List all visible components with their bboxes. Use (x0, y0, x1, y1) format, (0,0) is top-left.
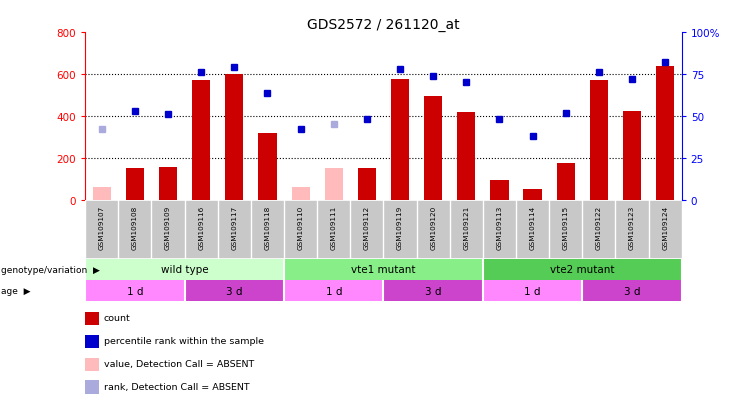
Text: GSM109122: GSM109122 (596, 205, 602, 249)
Bar (582, 280, 682, 301)
Bar (384, 280, 483, 301)
Text: GSM109113: GSM109113 (496, 205, 502, 249)
Bar (126, 169, 144, 200)
Text: vte1 mutant: vte1 mutant (351, 265, 416, 275)
Text: vte2 mutant: vte2 mutant (550, 265, 614, 275)
Bar (556, 164, 575, 200)
Text: GSM109116: GSM109116 (198, 205, 205, 249)
Text: GSM109107: GSM109107 (99, 205, 104, 249)
Text: value, Detection Call = ABSENT: value, Detection Call = ABSENT (104, 359, 254, 368)
Text: GSM109120: GSM109120 (431, 205, 436, 249)
Bar (623, 112, 641, 200)
Text: 3 d: 3 d (425, 286, 442, 296)
Text: GSM109108: GSM109108 (132, 205, 138, 249)
Text: 1 d: 1 d (325, 286, 342, 296)
Bar (291, 188, 310, 200)
Bar (85, 280, 185, 301)
Bar (192, 81, 210, 200)
Text: wild type: wild type (161, 265, 208, 275)
Text: GSM109119: GSM109119 (397, 205, 403, 249)
Text: GSM109123: GSM109123 (629, 205, 635, 249)
Text: GSM109109: GSM109109 (165, 205, 171, 249)
Bar (491, 180, 508, 200)
Bar (159, 168, 177, 200)
Bar (284, 280, 384, 301)
Text: GSM109124: GSM109124 (662, 205, 668, 249)
Text: GSM109112: GSM109112 (364, 205, 370, 249)
Text: 1 d: 1 d (127, 286, 143, 296)
Bar (85, 259, 284, 280)
Bar (259, 133, 276, 200)
Bar (483, 280, 582, 301)
Text: genotype/variation  ▶: genotype/variation ▶ (1, 265, 100, 274)
Bar (93, 188, 111, 200)
Bar (483, 259, 682, 280)
Bar (284, 259, 483, 280)
Bar (656, 66, 674, 200)
Bar (391, 80, 409, 200)
Text: GSM109121: GSM109121 (463, 205, 469, 249)
Text: GSM109115: GSM109115 (562, 205, 569, 249)
Text: age  ▶: age ▶ (1, 286, 31, 295)
Bar (457, 113, 476, 200)
Text: GSM109110: GSM109110 (298, 205, 304, 249)
Text: rank, Detection Call = ABSENT: rank, Detection Call = ABSENT (104, 382, 250, 391)
Text: GSM109118: GSM109118 (265, 205, 270, 249)
Text: GSM109111: GSM109111 (330, 205, 336, 249)
Bar (424, 97, 442, 200)
Text: count: count (104, 313, 130, 323)
Bar (225, 75, 244, 200)
Text: percentile rank within the sample: percentile rank within the sample (104, 336, 264, 345)
Bar (590, 81, 608, 200)
Title: GDS2572 / 261120_at: GDS2572 / 261120_at (308, 18, 459, 32)
Text: 3 d: 3 d (624, 286, 640, 296)
Text: GSM109114: GSM109114 (530, 205, 536, 249)
Bar (325, 169, 343, 200)
Text: GSM109117: GSM109117 (231, 205, 237, 249)
Text: 1 d: 1 d (525, 286, 541, 296)
Bar (185, 280, 284, 301)
Bar (523, 190, 542, 200)
Text: 3 d: 3 d (226, 286, 242, 296)
Bar (358, 169, 376, 200)
